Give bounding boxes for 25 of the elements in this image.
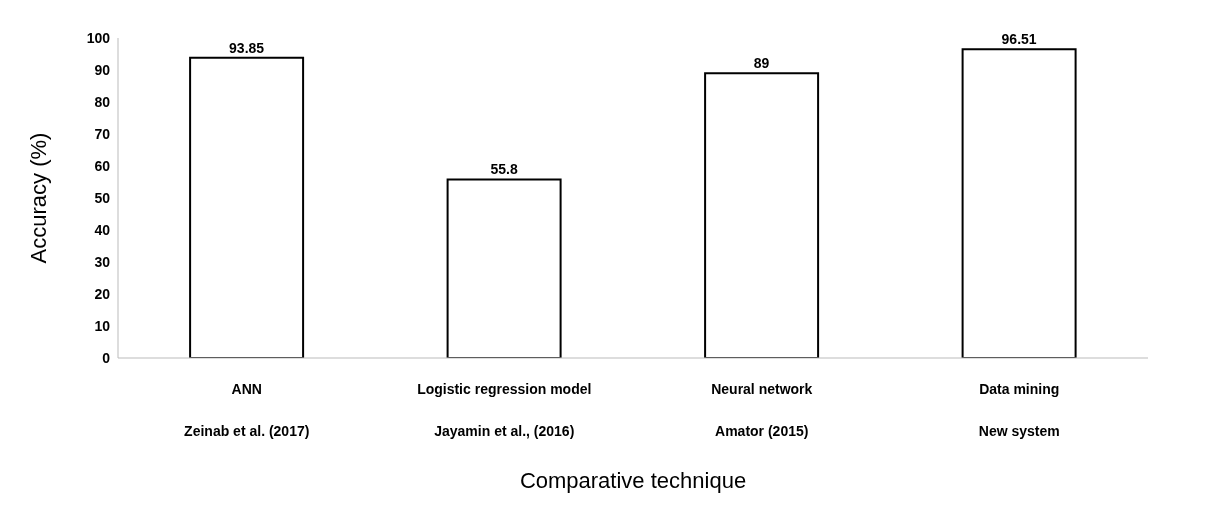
category-label: Logistic regression model Jayamin et al., (2016) <box>417 381 592 439</box>
x-axis-title: Comparative technique <box>519 468 747 493</box>
data-label: 89 <box>753 55 770 72</box>
y-tick-label: 0 <box>102 349 111 366</box>
bar <box>704 72 820 358</box>
bar <box>961 48 1077 358</box>
y-tick-label: 40 <box>94 221 111 238</box>
y-tick-label: 60 <box>94 157 111 174</box>
y-tick-label: 80 <box>94 93 111 110</box>
y-tick-label: 100 <box>86 29 111 46</box>
bar <box>446 178 562 358</box>
data-label: 55.8 <box>490 161 518 178</box>
y-tick-label: 90 <box>94 61 111 78</box>
data-label: 96.51 <box>1001 31 1037 48</box>
category-label: Data mining New system <box>978 381 1060 439</box>
category-label: Neural network Amator (2015) <box>711 381 813 439</box>
data-label: 93.85 <box>229 39 265 56</box>
y-tick-label: 50 <box>94 189 111 206</box>
bar <box>189 56 305 358</box>
y-tick-label: 20 <box>94 285 111 302</box>
y-tick-label: 30 <box>94 253 111 270</box>
y-axis-title: Accuracy (%) <box>25 132 51 264</box>
y-tick-label: 70 <box>94 125 111 142</box>
y-tick-label: 10 <box>94 317 111 334</box>
category-label: ANN Zeinab et al. (2017) <box>184 381 310 439</box>
